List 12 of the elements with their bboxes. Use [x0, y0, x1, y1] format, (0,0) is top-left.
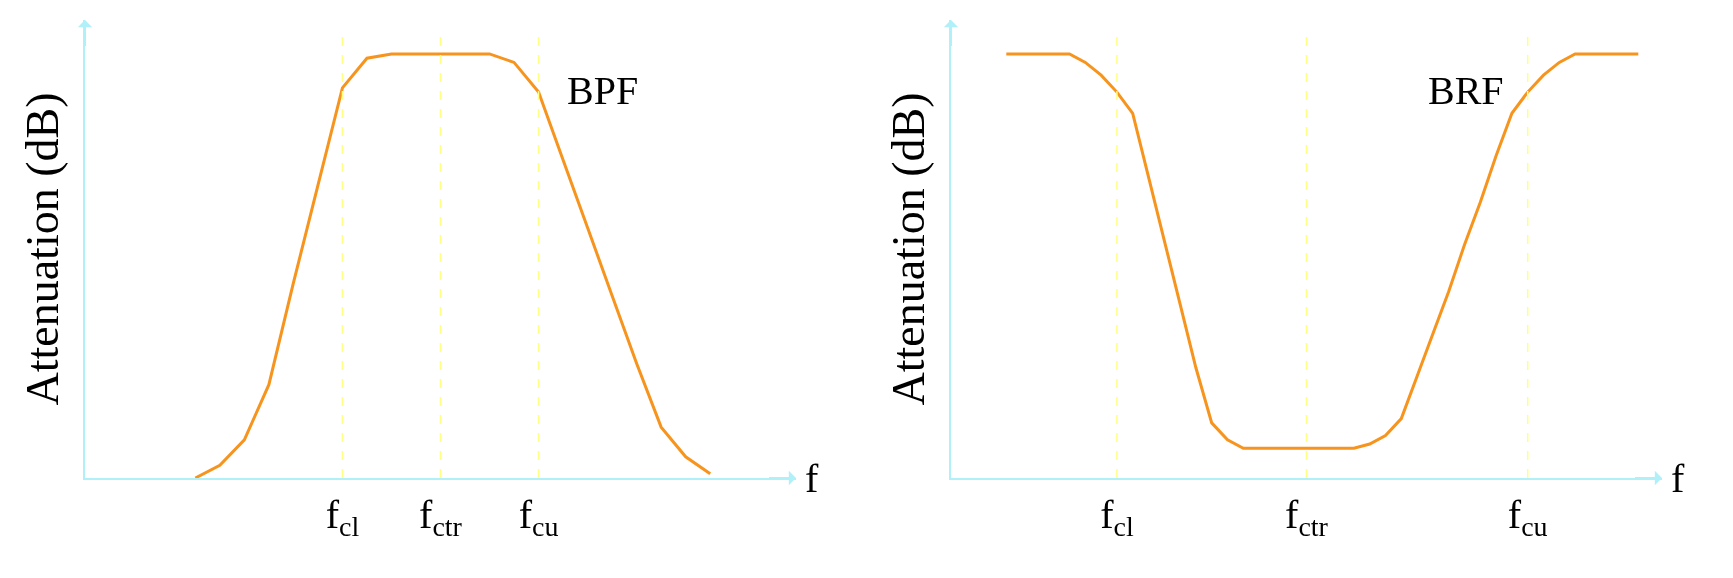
x-axis-title: f	[805, 456, 819, 501]
x-tick-label: f$_{cu}$	[1507, 492, 1548, 543]
y-axis-title: Attenuation (dB)	[16, 92, 68, 406]
x-tick-label: f$_{ctr}$	[1285, 492, 1329, 543]
x-tick-label: f$_{cl}$	[325, 492, 360, 543]
y-axis-title: Attenuation (dB)	[882, 92, 934, 406]
annotation: BRF	[1428, 68, 1504, 113]
x-tick-label: f$_{ctr}$	[419, 492, 463, 543]
x-tick-label: f$_{cl}$	[1100, 492, 1134, 543]
x-tick-label: f$_{cu}$	[518, 492, 559, 543]
annotation: BPF	[567, 68, 639, 113]
x-axis-title: f	[1671, 456, 1685, 501]
